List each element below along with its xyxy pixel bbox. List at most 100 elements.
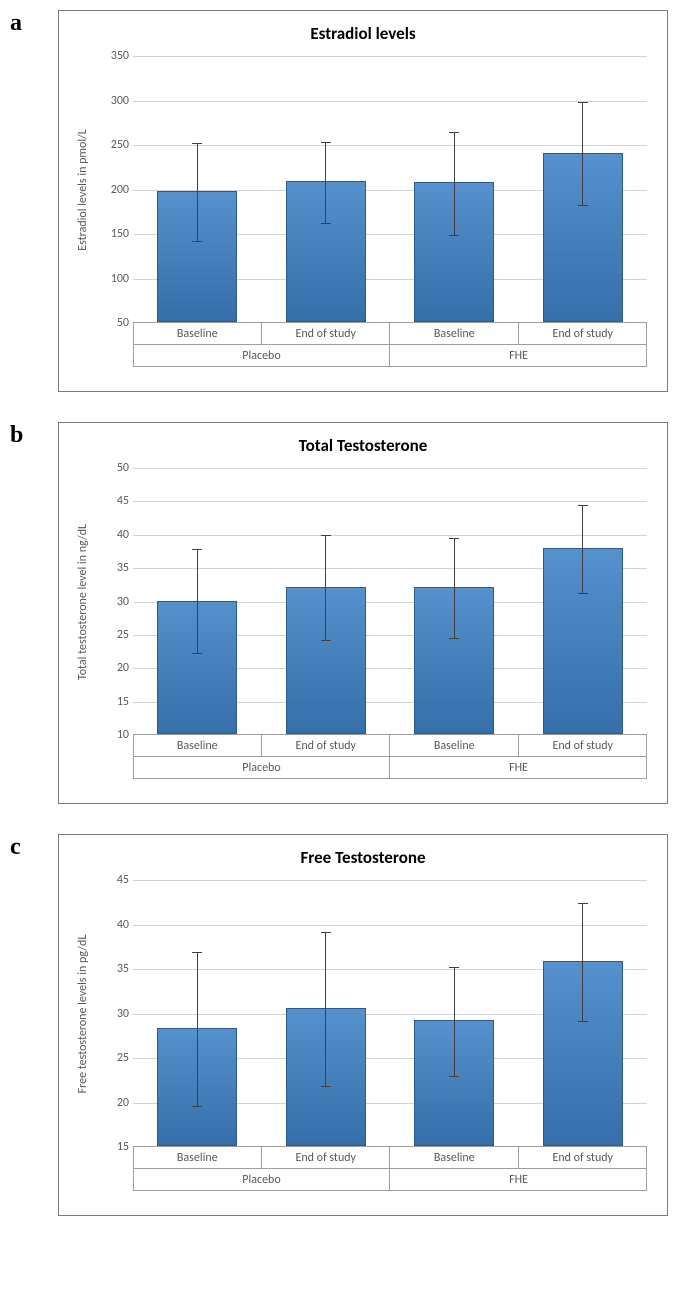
error-bar-cap <box>449 132 459 133</box>
x-subgroup-label: Baseline <box>390 1151 519 1165</box>
ytick-label: 15 <box>105 695 129 709</box>
chart-title: Estradiol levels <box>59 11 667 44</box>
chart-title: Total Testosterone <box>59 423 667 456</box>
panel-c: c Free Testosterone 15 20 25 30 35 40 45 Free tes… <box>10 834 685 1216</box>
x-subgroup-label: End of study <box>262 739 391 753</box>
grid-line <box>133 535 647 536</box>
ytick-label: 30 <box>105 595 129 609</box>
ytick-label: 100 <box>105 272 129 286</box>
x-subgroup-label: End of study <box>519 327 648 341</box>
error-bar-cap <box>321 223 331 224</box>
x-subgroup-label: End of study <box>262 1151 391 1165</box>
ytick-label: 10 <box>105 728 129 742</box>
ytick-label: 350 <box>105 49 129 63</box>
panel-a: aEstradiol levels50100150200250300350Est… <box>10 10 685 392</box>
error-bar-cap <box>449 235 459 236</box>
error-bar-cap <box>321 535 331 536</box>
error-bar-cap <box>449 638 459 639</box>
grid-line <box>133 101 647 102</box>
error-bar-cap <box>578 505 588 506</box>
ytick-label: 45 <box>105 873 129 887</box>
error-bar <box>454 132 455 235</box>
x-group-label: FHE <box>390 761 647 775</box>
x-subgroup-label: Baseline <box>390 739 519 753</box>
chart-box: Estradiol levels 50 100 150 200 250 300 350 Estr… <box>58 10 668 392</box>
error-bar <box>582 505 583 593</box>
x-subgroup-label: Baseline <box>133 327 262 341</box>
ytick-label: 20 <box>105 661 129 675</box>
ytick-label: 50 <box>105 316 129 330</box>
x-subgroup-label: Baseline <box>133 1151 262 1165</box>
error-bar-cap <box>192 653 202 654</box>
error-bar-cap <box>192 1106 202 1107</box>
error-bar <box>582 903 583 1020</box>
ytick-label: 35 <box>105 561 129 575</box>
ytick-label: 50 <box>105 461 129 475</box>
x-subgroup-label: Baseline <box>133 739 262 753</box>
ytick-label: 40 <box>105 918 129 932</box>
x-group-label: FHE <box>390 349 647 363</box>
panel-label: c <box>10 834 21 861</box>
error-bar-cap <box>578 903 588 904</box>
y-axis-label: Free testosterone levels in pg/dL <box>76 934 90 1093</box>
ytick-label: 150 <box>105 227 129 241</box>
x-subgroup-label: End of study <box>519 739 648 753</box>
error-bar-cap <box>578 1021 588 1022</box>
ytick-label: 30 <box>105 1007 129 1021</box>
error-bar <box>197 549 198 652</box>
x-group-label: Placebo <box>133 1173 390 1187</box>
error-bar <box>325 535 326 640</box>
grid-line <box>133 468 647 469</box>
error-bar-cap <box>578 205 588 206</box>
error-bar <box>325 142 326 223</box>
x-group-label: Placebo <box>133 761 390 775</box>
error-bar <box>197 952 198 1106</box>
error-bar-cap <box>321 1086 331 1087</box>
grid-line <box>133 880 647 881</box>
ytick-label: 25 <box>105 628 129 642</box>
grid-line <box>133 56 647 57</box>
error-bar-cap <box>321 142 331 143</box>
ytick-label: 35 <box>105 962 129 976</box>
x-subgroup-label: End of study <box>262 327 391 341</box>
x-group-label: FHE <box>390 1173 647 1187</box>
ytick-label: 40 <box>105 528 129 542</box>
error-bar-cap <box>578 102 588 103</box>
error-bar-cap <box>192 952 202 953</box>
panel-b: bTotal Testosterone101520253035404550Tot… <box>10 422 685 804</box>
error-bar <box>325 932 326 1087</box>
ytick-label: 15 <box>105 1140 129 1154</box>
chart-title: Free Testosterone <box>59 835 667 868</box>
ytick-label: 45 <box>105 494 129 508</box>
plot-region <box>133 56 647 323</box>
ytick-label: 200 <box>105 183 129 197</box>
panel-label: b <box>10 422 23 449</box>
chart-box: Total Testosterone101520253035404550Tota… <box>58 422 668 804</box>
error-bar-cap <box>192 143 202 144</box>
x-subgroup-label: End of study <box>519 1151 648 1165</box>
error-bar-cap <box>578 593 588 594</box>
ytick-label: 250 <box>105 138 129 152</box>
error-bar-cap <box>321 640 331 641</box>
error-bar-cap <box>192 549 202 550</box>
ytick-label: 25 <box>105 1051 129 1065</box>
y-axis-label: Estradiol levels in pmol/L <box>76 129 90 251</box>
error-bar-cap <box>449 967 459 968</box>
panel-label: a <box>10 10 22 37</box>
error-bar-cap <box>192 241 202 242</box>
ytick-label: 300 <box>105 94 129 108</box>
error-bar <box>454 967 455 1076</box>
plot-region <box>133 880 647 1147</box>
error-bar <box>582 102 583 204</box>
x-subgroup-label: Baseline <box>390 327 519 341</box>
ytick-label: 20 <box>105 1096 129 1110</box>
error-bar <box>197 143 198 241</box>
error-bar-cap <box>449 1076 459 1077</box>
plot-region <box>133 468 647 735</box>
grid-line <box>133 501 647 502</box>
error-bar <box>454 538 455 637</box>
grid-line <box>133 145 647 146</box>
chart-box: Free Testosterone 15 20 25 30 35 40 45 Free test… <box>58 834 668 1216</box>
grid-line <box>133 925 647 926</box>
x-group-label: Placebo <box>133 349 390 363</box>
